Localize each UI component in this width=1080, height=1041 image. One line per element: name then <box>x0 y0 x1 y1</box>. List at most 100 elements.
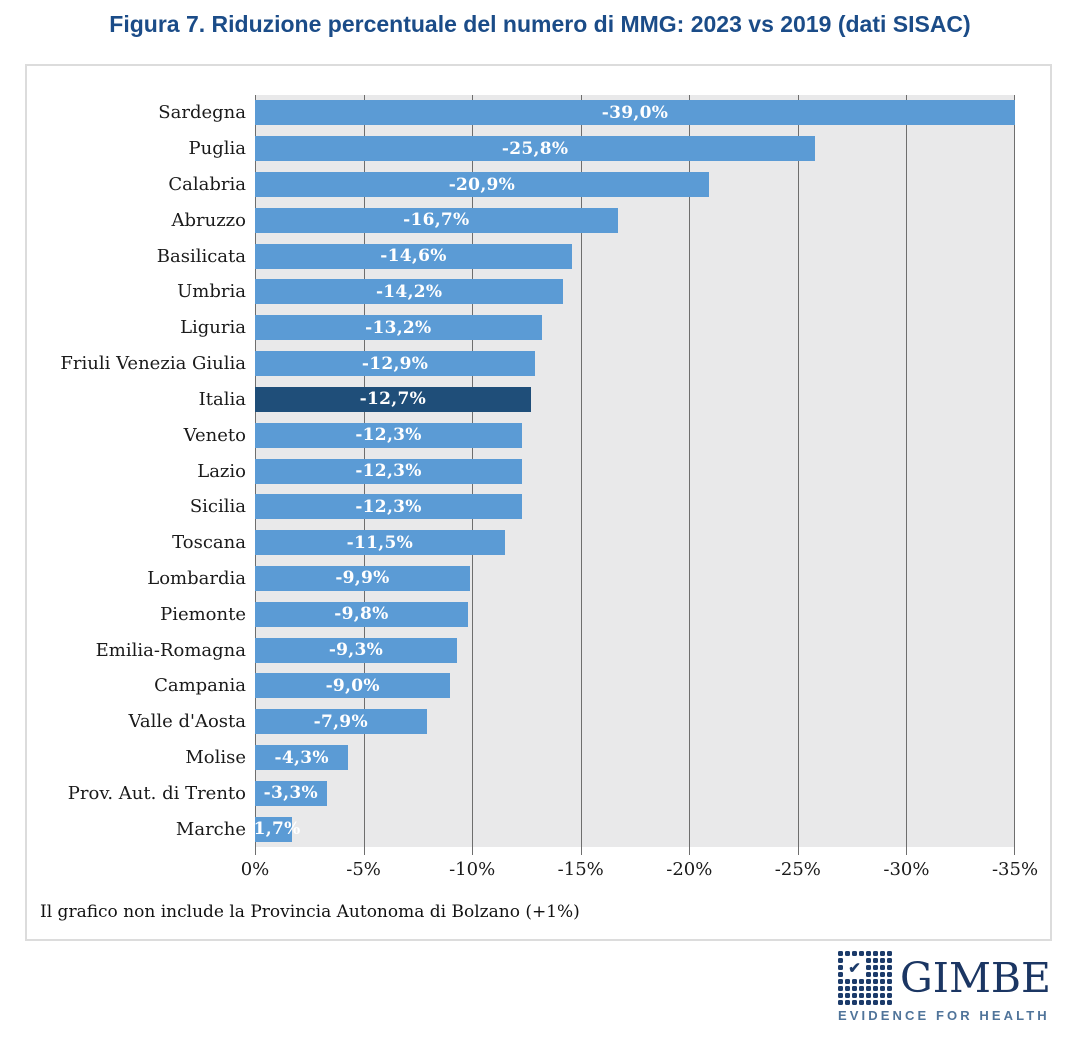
logo-dot <box>844 999 851 1005</box>
bar-abruzzo: -16,7% <box>255 207 618 233</box>
chart-row-prov-aut-di-trento: -3,3% <box>255 775 1015 811</box>
brand-name: GIMBE <box>900 953 1051 1002</box>
logo-dot <box>838 985 844 992</box>
plot-rows: -39,0% -25,8% -20,9% -16,7% -14,6% -14,2% -13,… <box>246 95 1015 847</box>
value-label-italia: -12,7% <box>359 389 427 410</box>
logo-dot <box>838 992 844 999</box>
category-label-liguria: Liguria <box>180 317 246 339</box>
chart-row-molise: -4,3% <box>255 740 1015 776</box>
category-labels: Sardegna Puglia Calabria Abruzzo Basilicata U… <box>27 95 255 847</box>
logo-dot <box>838 951 844 957</box>
logo-dot <box>865 971 872 978</box>
logo-dot <box>865 951 872 957</box>
logo-dot <box>879 999 886 1005</box>
bar-friuli-venezia-giulia: -12,9% <box>255 351 536 377</box>
value-label-valle-d-aosta: -7,9% <box>313 711 368 732</box>
value-label-toscana: -11,5% <box>346 532 414 553</box>
logo-dot <box>851 951 858 957</box>
logo-dot <box>838 964 844 971</box>
logo-dot <box>886 999 892 1005</box>
axis-tick-5 <box>363 847 365 855</box>
axis-tick-label-25: -25% <box>774 859 821 880</box>
chart-row-veneto: -12,3% <box>255 417 1015 453</box>
category-label-valle-d-aosta: Valle d'Aosta <box>128 711 246 733</box>
bar-puglia: -25,8% <box>255 136 816 162</box>
bar-sardegna: -39,0% <box>255 100 1015 126</box>
chart-row-friuli-venezia-giulia: -12,9% <box>255 346 1015 382</box>
logo-dot <box>838 971 844 978</box>
category-label-veneto: Veneto <box>183 424 246 446</box>
logo-dot <box>872 951 879 957</box>
logo-dot <box>879 971 886 978</box>
bar-umbria: -14,2% <box>255 279 564 305</box>
axis-tick-35 <box>1014 847 1015 855</box>
bar-valle-d-aosta: -7,9% <box>255 709 427 735</box>
bar-sicilia: -12,3% <box>255 494 523 520</box>
chart-row-sardegna: -39,0% <box>255 95 1015 131</box>
logo-dot <box>886 992 892 999</box>
axis-tick-0 <box>255 847 256 855</box>
logo-dot <box>838 999 844 1005</box>
value-label-prov-aut-di-trento: -3,3% <box>263 783 318 804</box>
bar-marche: -1,7% <box>246 816 300 842</box>
logo-dot <box>865 978 872 985</box>
category-label-puglia: Puglia <box>188 138 246 160</box>
logo-dot <box>838 978 844 985</box>
bar-chart: Sardegna Puglia Calabria Abruzzo Basilicata U… <box>27 95 1015 847</box>
value-label-liguria: -13,2% <box>365 317 432 338</box>
bar-italia: -12,7% <box>255 386 531 412</box>
value-label-marche: -1,7% <box>246 819 301 840</box>
category-label-friuli-venezia-giulia: Friuli Venezia Giulia <box>60 353 246 375</box>
bar-calabria: -20,9% <box>255 172 709 198</box>
logo-dot <box>886 985 892 992</box>
logo-dot <box>838 957 844 964</box>
value-label-sardegna: -39,0% <box>601 102 669 123</box>
chart-row-puglia: -25,8% <box>255 131 1015 167</box>
axis-tick-label-35: -35% <box>991 859 1039 880</box>
bar-basilicata: -14,6% <box>255 243 573 269</box>
gridline-35 <box>1014 95 1015 847</box>
category-label-molise: Molise <box>185 747 246 769</box>
gimbe-logo: ✔ GIMBE EVIDENCE FOR HEALTH <box>838 951 1051 1023</box>
category-label-abruzzo: Abruzzo <box>171 209 246 231</box>
category-label-prov-aut-di-trento: Prov. Aut. di Trento <box>67 782 246 804</box>
logo-dot <box>865 985 872 992</box>
footnote: Il grafico non include la Provincia Auto… <box>40 902 580 922</box>
value-label-lazio: -12,3% <box>355 461 422 482</box>
chart-row-abruzzo: -16,7% <box>255 202 1015 238</box>
chart-row-liguria: -13,2% <box>255 310 1015 346</box>
bar-liguria: -13,2% <box>255 315 542 341</box>
logo-dot <box>886 957 892 964</box>
chart-row-campania: -9,0% <box>255 668 1015 704</box>
logo-dot <box>879 964 886 971</box>
logo-dot <box>851 999 858 1005</box>
category-label-campania: Campania <box>154 675 246 697</box>
brand-tagline: EVIDENCE FOR HEALTH <box>838 1008 1050 1023</box>
logo-dot <box>872 964 879 971</box>
value-label-friuli-venezia-giulia: -12,9% <box>361 353 429 374</box>
logo-dot <box>851 985 858 992</box>
logo-dot <box>858 992 865 999</box>
logo-dot <box>858 985 865 992</box>
category-label-italia: Italia <box>198 388 246 410</box>
value-label-umbria: -14,2% <box>375 281 443 302</box>
gimbe-logo-mark: ✔ <box>838 951 892 1005</box>
chart-row-italia: -12,7% <box>255 382 1015 418</box>
logo-dot <box>858 951 865 957</box>
value-label-emilia-romagna: -9,3% <box>328 640 384 661</box>
axis-tick-label-30: -30% <box>883 859 930 880</box>
logo-dot <box>879 978 886 985</box>
value-label-molise: -4,3% <box>274 747 329 768</box>
axis-tick-label-20: -20% <box>666 859 713 880</box>
chart-row-emilia-romagna: -9,3% <box>255 632 1015 668</box>
axis-tick-label-15: -15% <box>557 859 604 880</box>
logo-dot <box>872 999 879 1005</box>
axis-tick-20 <box>689 847 691 855</box>
logo-dot <box>865 964 872 971</box>
logo-dot <box>844 992 851 999</box>
category-label-lombardia: Lombardia <box>147 567 246 589</box>
logo-dot <box>886 978 892 985</box>
logo-dot <box>879 992 886 999</box>
bar-lombardia: -9,9% <box>255 565 470 591</box>
value-label-campania: -9,0% <box>325 675 380 696</box>
